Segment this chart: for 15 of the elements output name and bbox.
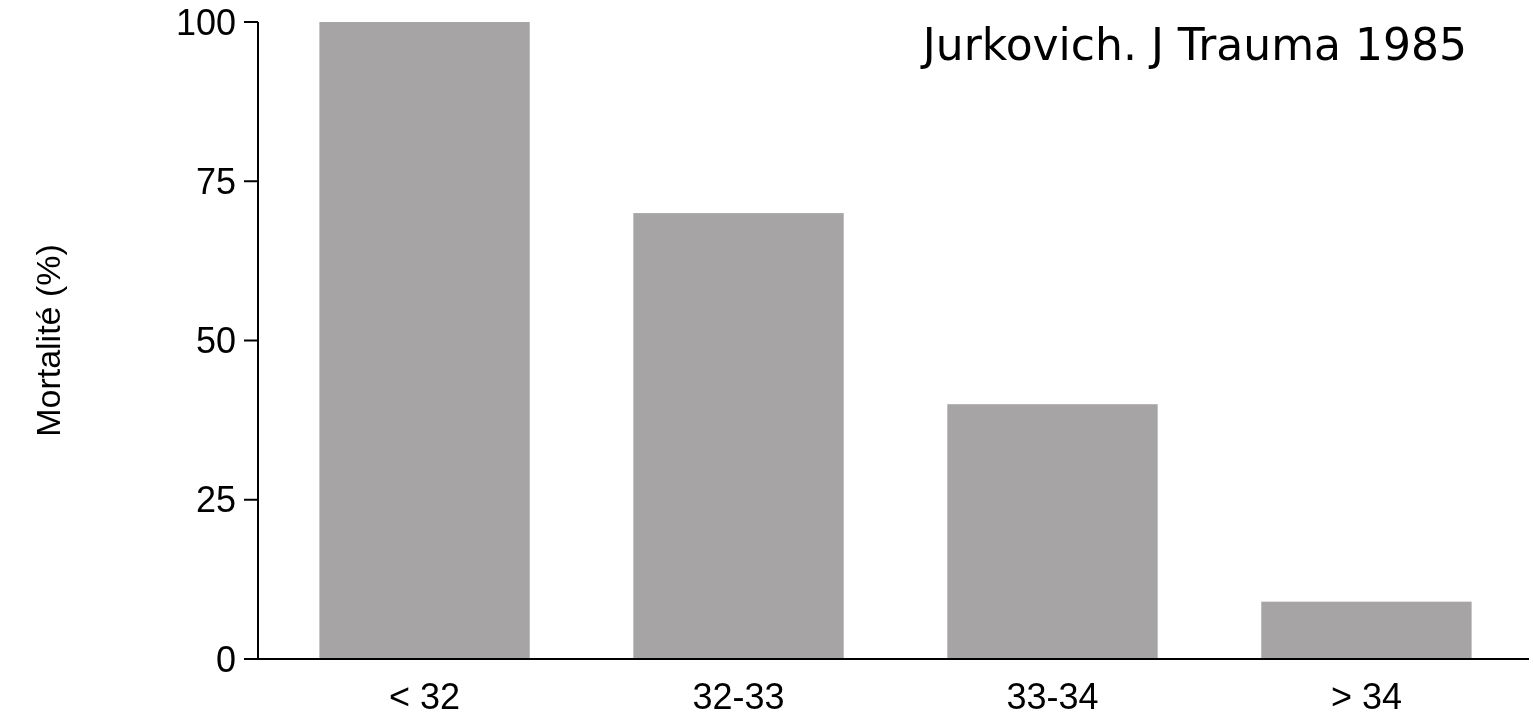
y-tick-label: 25 [195, 479, 236, 521]
annotation: Jurkovich. J Trauma 1985 [919, 19, 1467, 70]
y-tick-label: 75 [195, 160, 236, 202]
y-tick-label: 50 [195, 320, 236, 362]
x-tick-label: < 32 [389, 676, 461, 717]
x-tick-label: 32-33 [692, 676, 785, 717]
x-tick-label: > 34 [1330, 676, 1402, 717]
y-tick-label: 100 [175, 1, 236, 43]
x-tick-label: 33-34 [1006, 676, 1099, 717]
bar [319, 22, 530, 659]
bar [1261, 601, 1472, 659]
y-tick-label: 0 [215, 638, 236, 680]
bar [633, 213, 844, 659]
y-axis-title: Mortalité (%) [29, 244, 67, 437]
bar [947, 404, 1158, 659]
